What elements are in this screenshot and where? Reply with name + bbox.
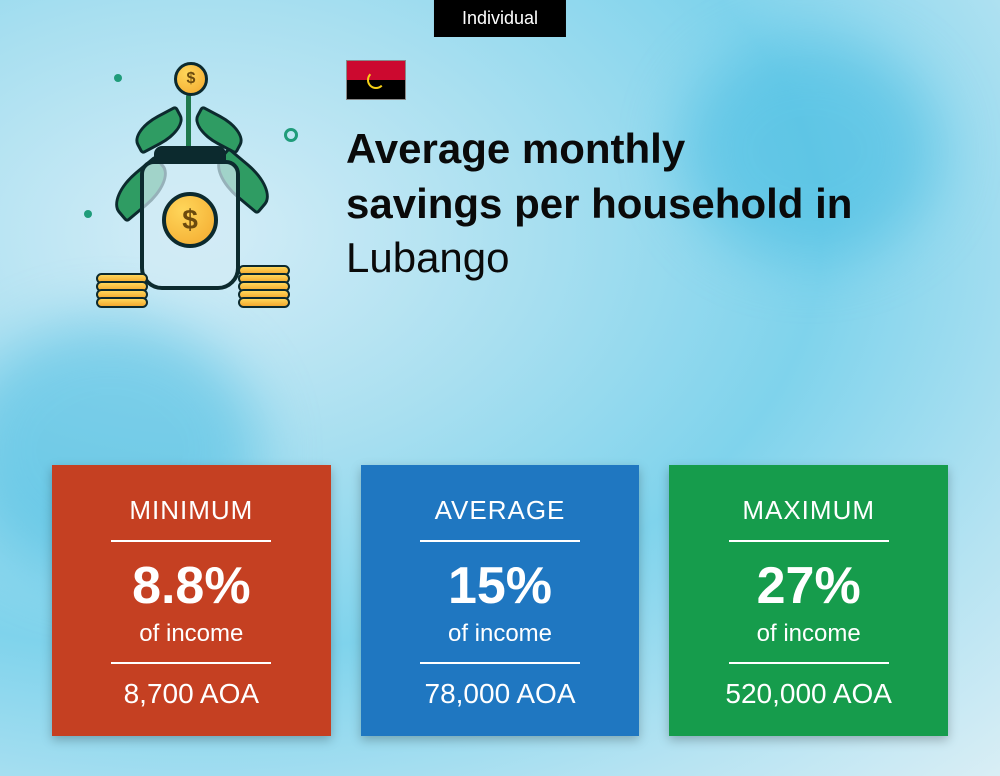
divider [111,662,271,664]
stat-label: MINIMUM [72,495,311,526]
stat-percent: 15% [381,556,620,616]
stat-percent: 27% [689,556,928,616]
coin-icon: $ [162,192,218,248]
title-block: Average monthly savings per household in… [346,60,852,320]
stat-amount: 8,700 AOA [72,678,311,710]
divider [420,540,580,542]
divider [729,540,889,542]
stat-card-minimum: MINIMUM 8.8% of income 8,700 AOA [52,465,331,736]
sparkle-icon [284,128,298,142]
category-badge: Individual [434,0,566,37]
savings-jar-illustration: $ $ [60,60,310,320]
sparkle-icon [84,210,92,218]
title-line-1: Average monthly [346,125,685,172]
divider [111,540,271,542]
stat-subtext: of income [381,620,620,648]
title-line-2: savings per household in [346,180,852,227]
stat-cards-row: MINIMUM 8.8% of income 8,700 AOA AVERAGE… [52,465,948,736]
stat-label: AVERAGE [381,495,620,526]
coin-stack-icon [96,276,148,308]
stat-percent: 8.8% [72,556,311,616]
stat-card-average: AVERAGE 15% of income 78,000 AOA [361,465,640,736]
coin-stack-icon [238,268,290,308]
city-name: Lubango [346,234,510,281]
page-title: Average monthly savings per household in… [346,122,852,286]
divider [420,662,580,664]
angola-flag-icon [346,60,406,100]
stat-label: MAXIMUM [689,495,928,526]
coin-icon: $ [174,62,208,96]
stat-subtext: of income [689,620,928,648]
divider [729,662,889,664]
hero-section: $ $ Average monthly savings per househol… [60,60,940,320]
jar-icon: $ [140,160,240,290]
stat-card-maximum: MAXIMUM 27% of income 520,000 AOA [669,465,948,736]
stat-amount: 78,000 AOA [381,678,620,710]
sparkle-icon [114,74,122,82]
stat-subtext: of income [72,620,311,648]
stat-amount: 520,000 AOA [689,678,928,710]
